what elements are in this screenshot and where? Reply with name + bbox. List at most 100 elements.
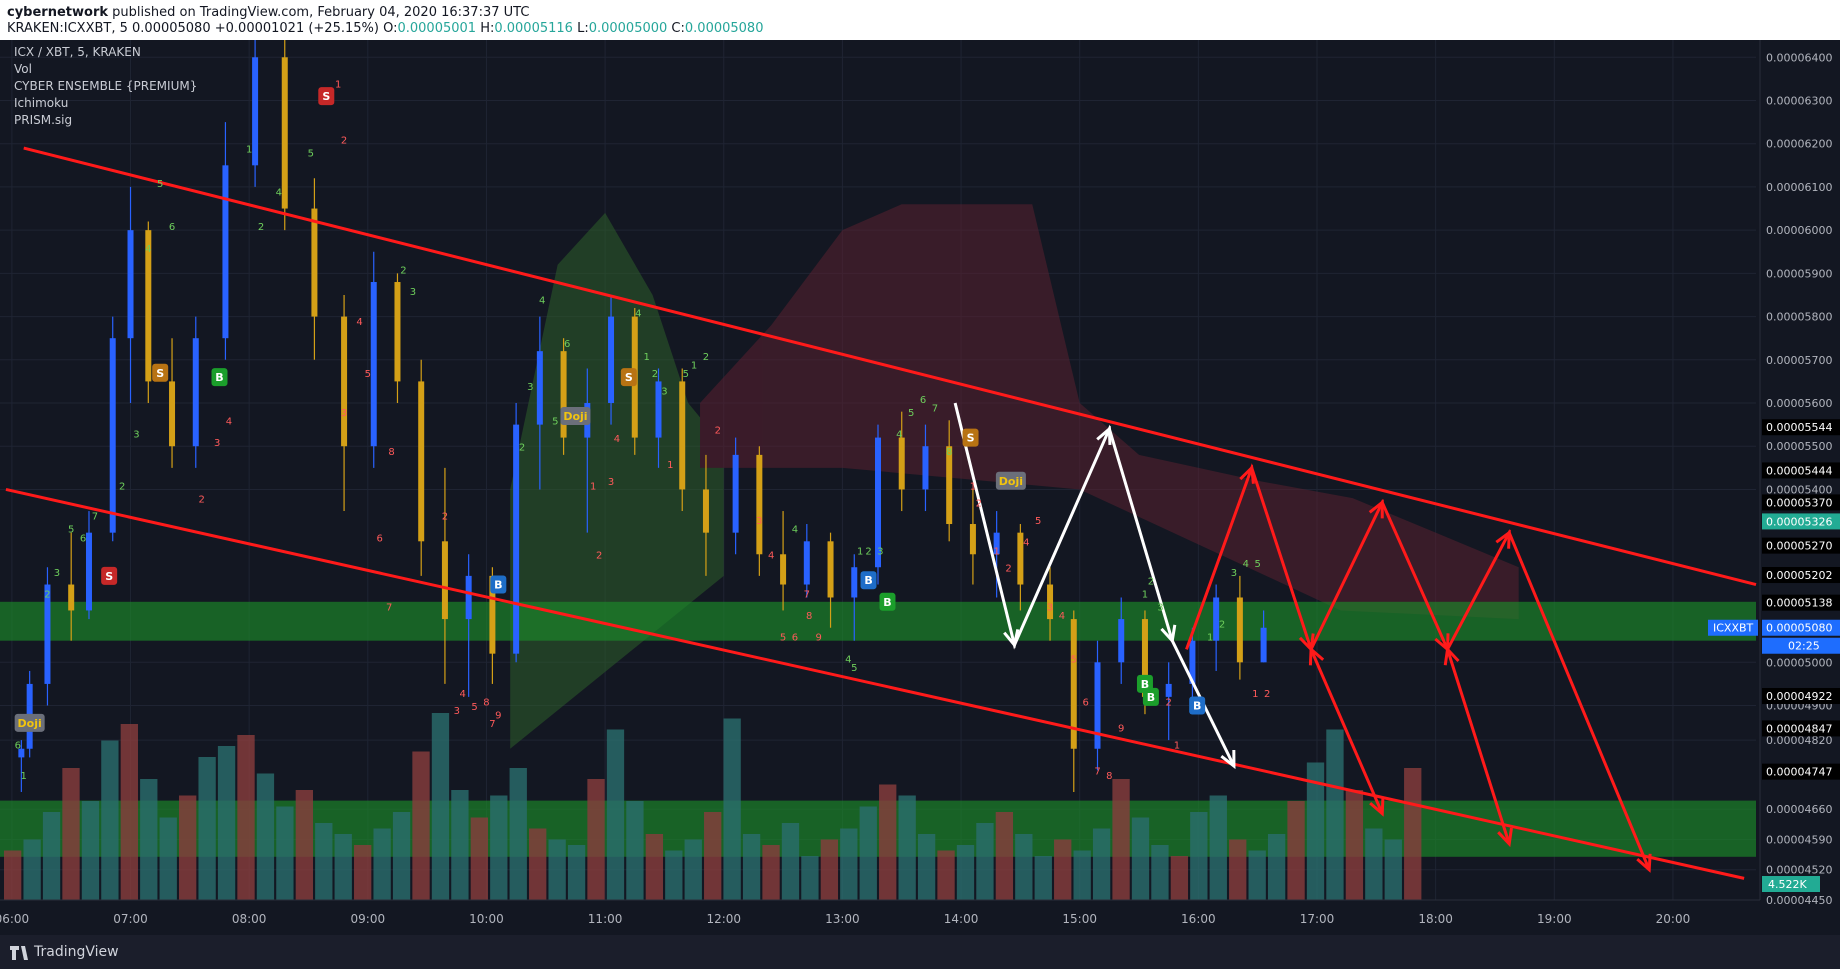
arrow-head: [1220, 750, 1236, 770]
price-label-text: 0.00005202: [1766, 569, 1832, 582]
time-tick-label: 17:00: [1300, 912, 1335, 926]
time-tick-label: 10:00: [469, 912, 504, 926]
td-count-label: 6: [15, 741, 21, 752]
candle-body: [560, 351, 567, 438]
td-count-label: 4: [845, 654, 851, 665]
td-count-label: 4: [460, 689, 466, 700]
current-symbol-text: ICXXBT: [1713, 622, 1754, 635]
td-count-label: 1: [1252, 689, 1258, 700]
td-count-label: 6: [1082, 698, 1088, 709]
td-count-label: 5: [471, 702, 477, 713]
td-count-label: 3: [341, 408, 347, 419]
tradingview-logo-icon[interactable]: [8, 942, 30, 962]
volume-bar: [256, 773, 275, 900]
volume-bar: [801, 856, 819, 900]
volume-bar: [140, 779, 158, 900]
footer: TradingView: [0, 935, 1840, 969]
td-count-label: 1: [1142, 589, 1148, 600]
volume-bar: [392, 812, 411, 900]
td-count-label: 3: [608, 477, 614, 488]
volume-bar: [840, 828, 858, 900]
td-count-label: 8: [1106, 771, 1112, 782]
volume-bar: [723, 718, 741, 900]
tradingview-brand[interactable]: TradingView: [34, 944, 119, 960]
volume-bar: [1365, 828, 1383, 900]
arrow-head: [1368, 499, 1384, 519]
candle-body: [1236, 597, 1243, 663]
td-count-label: 1: [246, 144, 252, 155]
td-count-label: 3: [756, 516, 762, 527]
candle-body: [394, 282, 401, 382]
td-count-label: 7: [386, 602, 392, 613]
volume-bar: [159, 817, 177, 900]
time-tick-label: 15:00: [1062, 912, 1097, 926]
candle-body: [311, 208, 318, 317]
candle-body: [993, 532, 1000, 555]
candle-body: [969, 524, 976, 555]
volume-bar: [1112, 779, 1130, 900]
td-count-label: 3: [1047, 602, 1053, 613]
low-label: L:: [577, 21, 589, 36]
candle-body: [341, 316, 348, 447]
candle-body: [1070, 619, 1077, 749]
price-label-text: 0.00005544: [1766, 421, 1832, 434]
candle-body: [655, 381, 662, 438]
td-count-label: 4: [614, 434, 620, 445]
candle-body: [780, 554, 787, 585]
candle-body: [281, 57, 288, 209]
price-label-text: 0.00005370: [1766, 496, 1832, 509]
signal-badge-label: S: [156, 367, 164, 380]
time-tick-label: 16:00: [1181, 912, 1216, 926]
price-label-text: 0.00005326: [1766, 515, 1832, 528]
candle-body: [68, 584, 75, 611]
td-count-label: 3: [1157, 602, 1163, 613]
volume-bar: [1384, 839, 1402, 900]
td-count-label: 4: [792, 525, 798, 536]
signal-badge-buy: B: [879, 592, 896, 611]
td-count-label: 5: [780, 633, 786, 644]
td-count-label: 5: [1035, 516, 1041, 527]
volume-bar: [1131, 817, 1150, 900]
td-count-label: 2: [119, 481, 125, 492]
volume-bar: [490, 795, 508, 900]
legend-entry: CYBER ENSEMBLE {PREMIUM}: [14, 79, 197, 93]
arrow-head: [1308, 646, 1325, 666]
volume-bar: [626, 801, 644, 900]
td-count-label: 5: [1071, 654, 1077, 665]
price-label-text: 0.00005080: [1766, 622, 1832, 635]
close-label: C:: [671, 21, 685, 36]
price-tick-label: 0.00005500: [1766, 440, 1832, 453]
legend-entry: PRISM.sig: [14, 113, 72, 127]
candle-body: [441, 541, 448, 620]
price-label-box: [1762, 513, 1840, 530]
volume-label-text: 4.522K: [1768, 878, 1807, 891]
td-count-label: 2: [596, 551, 602, 562]
td-count-label: 9: [1118, 723, 1124, 734]
author-name[interactable]: cybernetwork: [7, 5, 108, 20]
signal-badge-bg: [101, 566, 118, 585]
candle-body: [1141, 619, 1148, 697]
price-tick-label: 0.00005900: [1766, 267, 1832, 280]
volume-bar: [237, 735, 255, 900]
signal-badge-blue: B: [1189, 696, 1206, 715]
td-count-label: 3: [877, 546, 883, 557]
td-count-label: 7: [1094, 767, 1100, 778]
signal-badge-label: S: [625, 371, 633, 384]
td-count-label: 6: [792, 633, 798, 644]
volume-bar: [120, 724, 138, 900]
candle-body: [898, 437, 905, 490]
volume-bar: [1267, 834, 1286, 900]
volume-bar: [1209, 795, 1227, 900]
candle-body: [465, 575, 472, 620]
volume-bar: [62, 768, 80, 900]
candle-body: [85, 532, 92, 611]
td-count-label: 2: [519, 443, 525, 454]
td-count-label: 1: [335, 80, 341, 91]
candle-body: [1213, 597, 1220, 641]
signal-badge-blue: B: [860, 571, 877, 590]
time-tick-label: 07:00: [113, 912, 148, 926]
arrow-head: [1369, 797, 1385, 817]
td-count-label: 5: [68, 525, 74, 536]
